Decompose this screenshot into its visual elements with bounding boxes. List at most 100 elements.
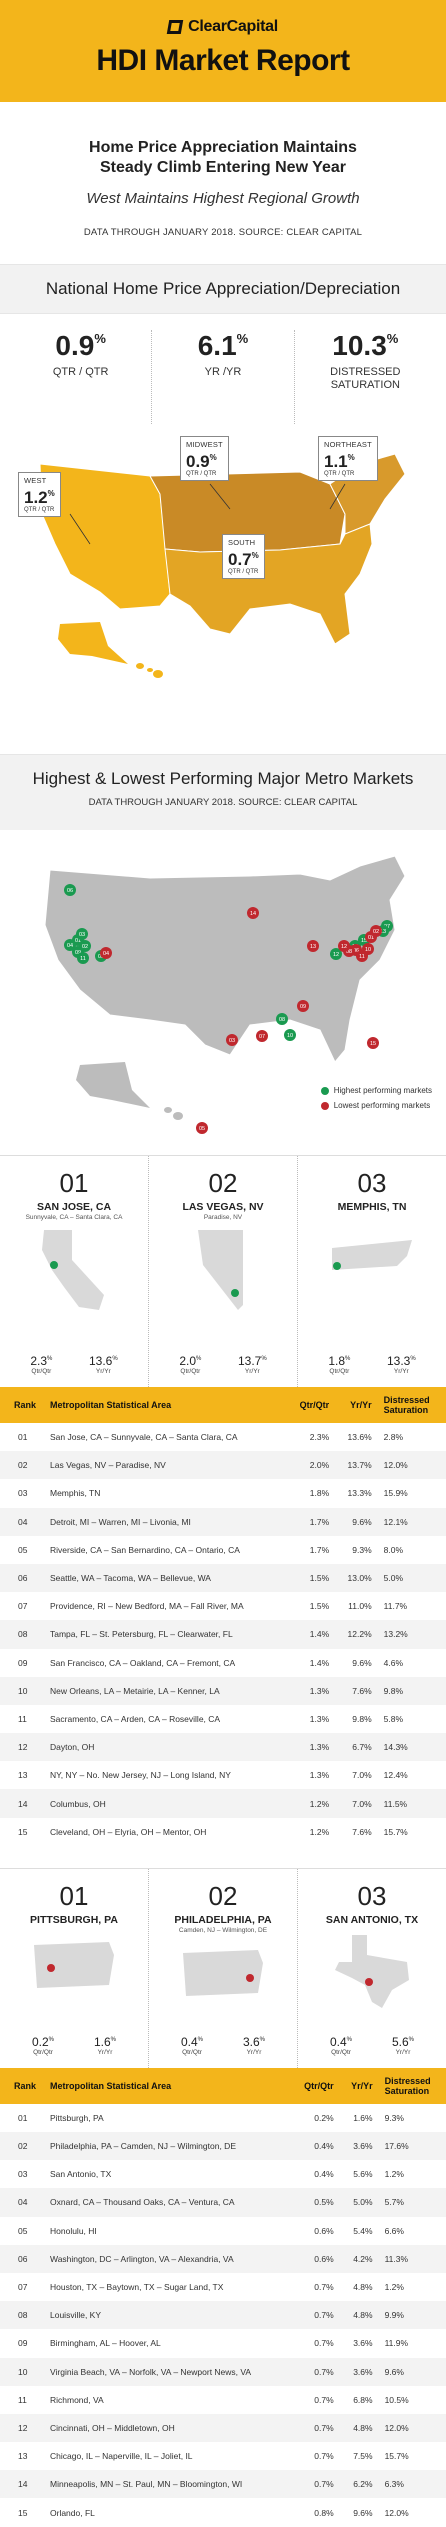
distressed-cell: 8.0% [383,1544,404,1555]
rank-cell: 12 [18,1742,28,1753]
callout-midwest-value: 0.9 [186,452,210,471]
msa-cell: Detroit, MI – Warren, MI – Livonia, MI [50,1516,191,1527]
low-market-dot [356,950,368,962]
bottom-card-3-city: SAN ANTONIO, TX [325,1913,419,1926]
yr-cell: 4.2% [353,2253,373,2264]
bottom-card-2-qtr: 0.4% Qtr/Qtr [180,2034,204,2056]
table-row: 05 Riverside, CA – San Bernardino, CA – O… [0,1536,446,1564]
stat-distressed-unit: % [386,331,399,346]
distressed-cell: 12.0% [384,2422,409,2433]
qtr-cell: 0.7% [314,2282,334,2293]
qtr-cell: 0.4% [314,2141,334,2152]
legend-low-label: Lowest performing markets [333,1101,431,1110]
bottom-card-3-qtr-label: Qtr/Qtr [331,2048,351,2056]
callout-south-name: SOUTH [228,538,256,547]
qtr-cell: 0.7% [314,2451,334,2462]
high-market-dot [330,948,342,960]
distressed-cell: 12.0% [383,1460,408,1471]
rank-cell: 12 [18,2422,28,2433]
high-market-dot-label: 15 [361,938,367,944]
legend-high: Highest performing markets [320,1086,432,1095]
regional-map: WEST 1.2% QTR / QTR MIDWEST 0.9% QTR / Q… [0,424,446,686]
rank-cell: 10 [18,2366,28,2377]
top-card-1-city: SAN JOSE, CA [36,1201,112,1213]
qtr-cell: 0.7% [314,2366,334,2377]
stat-yr-unit: % [236,331,249,346]
table-row: 11 Richmond, VA 0.7% 6.8% 10.5% [0,2386,446,2414]
qtr-cell: 0.8% [314,2507,334,2518]
low-market-dot [367,1037,379,1049]
col-yr: Yr/Yr [350,1400,372,1410]
qtr-cell: 2.3% [309,1432,330,1443]
rank-cell: 13 [18,2451,28,2462]
national-section-title: National Home Price Appreciation/Depreci… [0,264,446,314]
high-market-dot-label: 12 [333,952,339,958]
callout-northeast: NORTHEAST 1.1% QTR / QTR [318,436,378,481]
distressed-cell: 11.9% [384,2338,409,2349]
distressed-cell: 11.7% [383,1601,408,1612]
top-card-2-qtr-value: 2.0 [179,1354,196,1368]
metro-us-map: 0102030405060708091011121314150102030405… [44,855,406,1134]
qtr-cell: 1.3% [309,1713,330,1724]
low-market-dot [226,1034,238,1046]
table-row: 10 Virginia Beach, VA – Norfolk, VA – New… [0,2357,446,2386]
high-market-dot [64,939,76,951]
top-card-2-city: LAS VEGAS, NV [182,1201,264,1213]
rank-cell: 03 [18,2169,28,2180]
qtr-cell: 1.5% [309,1573,330,1584]
yr-cell: 7.0% [352,1770,372,1781]
msa-cell: Memphis, TN [50,1488,101,1499]
hawaii-island-2 [147,668,153,672]
qtr-cell: 0.2% [314,2112,334,2123]
low-market-dot-label: 06 [353,948,359,954]
low-market-dot-label: 03 [229,1038,235,1044]
callout-south-unit: % [251,551,259,560]
bottom-card-3-qtr-value: 0.4 [329,2034,347,2049]
low-market-dot [370,925,382,937]
top-card-1-sub: Sunnyvale, CA – Santa Clara, CA [25,1214,123,1221]
low-market-dot-label: 12 [341,944,347,950]
distressed-cell: 1.2% [384,2169,404,2180]
hawaii-island-3 [153,670,163,678]
yr-cell: 7.0% [352,1798,372,1809]
table-row: 14 Minneapolis, MN – St. Paul, MN – Bloom… [0,2470,446,2499]
table-row: 03 San Antonio, TX 0.4% 5.6% 1.2% [0,2160,446,2188]
top-card-1-yr-label: Yr/Yr [95,1368,111,1375]
bottom-card-3-yr-label: Yr/Yr [395,2048,411,2056]
yr-cell: 4.8% [353,2422,373,2433]
distressed-cell: 12.0% [384,2507,409,2518]
high-market-dot [76,928,88,940]
col-distressed-line-2: Saturation [383,1405,429,1415]
msa-cell: Chicago, IL – Naperville, IL – Joliet, I… [50,2451,193,2462]
california-state-icon [42,1230,104,1310]
headline: Home Price Appreciation Maintains Steady… [20,138,426,178]
bottom-card-1-yr-value: 1.6 [93,2034,111,2049]
distressed-cell: 15.7% [384,2451,409,2462]
stat-yr: 6.1% YR /YR [152,330,295,424]
qtr-cell: 0.7% [314,2310,334,2321]
us-regions-map [39,453,406,678]
callout-south-value: 0.7 [228,550,252,569]
headline-line-1: Home Price Appreciation Maintains [89,139,357,156]
callout-northeast-unit: % [347,453,355,462]
brand: ClearCapital [0,18,446,36]
callout-west-sub: QTR / QTR [24,507,55,513]
low-market-dot-label: 05 [199,1126,205,1132]
intro: Home Price Appreciation Maintains Steady… [0,102,446,264]
qtr-cell: 1.2% [309,1826,330,1837]
stat-distressed-label-1: DISTRESSED [330,366,401,378]
table-row: 12 Cincinnati, OH – Middletown, OH 0.7% 4.8… [0,2413,446,2443]
bottom-card-3-yr: 5.6% Yr/Yr [391,2034,415,2056]
callout-northeast-name: NORTHEAST [324,440,372,449]
high-market-dot-label: 04 [67,943,73,949]
high-market-dot-label: 10 [287,1033,293,1039]
legend-low-dot-icon [320,1101,329,1110]
top-card-1: 01 SAN JOSE, CA Sunnyvale, CA – Santa Cl… [0,1156,149,1387]
rank-cell: 05 [18,1544,28,1555]
qtr-cell: 0.4% [314,2169,334,2180]
table-row: 04 Oxnard, CA – Thousand Oaks, CA – Ventu… [0,2188,446,2217]
yr-cell: 4.8% [353,2310,373,2321]
bottom-card-2-yr-value: 3.6 [242,2034,260,2049]
col-yr-2: Yr/Yr [351,2080,373,2091]
low-market-dot [338,940,350,952]
